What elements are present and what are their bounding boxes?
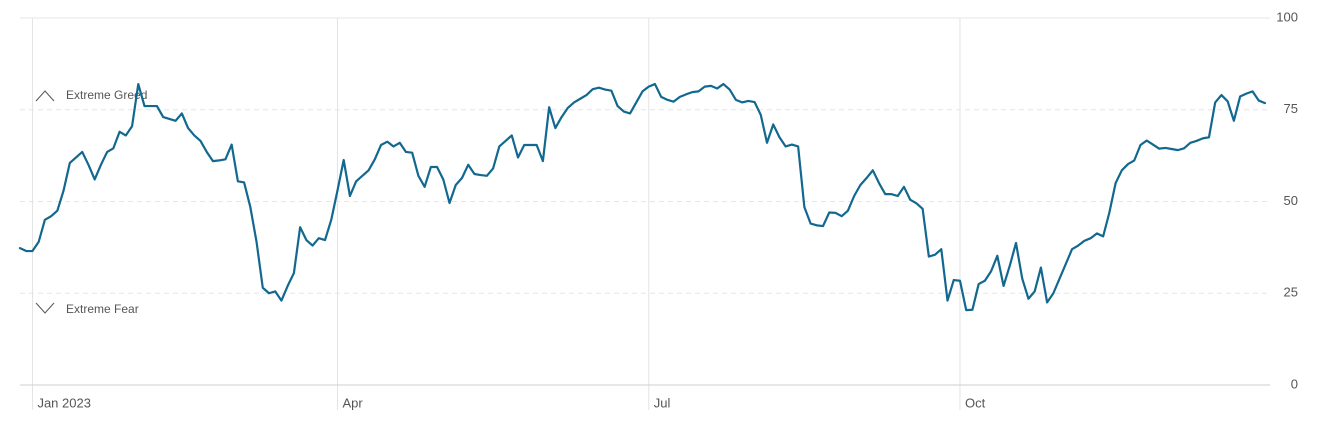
x-tick-label: Apr	[342, 395, 363, 410]
y-tick-label: 0	[1291, 376, 1298, 391]
x-tick-label: Oct	[965, 395, 986, 410]
fear-chevron	[35, 302, 55, 314]
y-tick-label: 50	[1284, 193, 1298, 208]
x-tick-label: Jan 2023	[37, 395, 90, 410]
y-tick-label: 75	[1284, 101, 1298, 116]
annotation: Extreme Fear	[66, 302, 139, 316]
line	[18, 82, 1267, 312]
annotation-icons	[35, 90, 55, 314]
y-tick-label: 25	[1284, 285, 1298, 300]
annotation: Extreme Greed	[66, 88, 147, 102]
x-tick-label: Jul	[654, 395, 671, 410]
y-tick-label: 100	[1276, 9, 1298, 24]
greed-chevron	[35, 90, 55, 102]
